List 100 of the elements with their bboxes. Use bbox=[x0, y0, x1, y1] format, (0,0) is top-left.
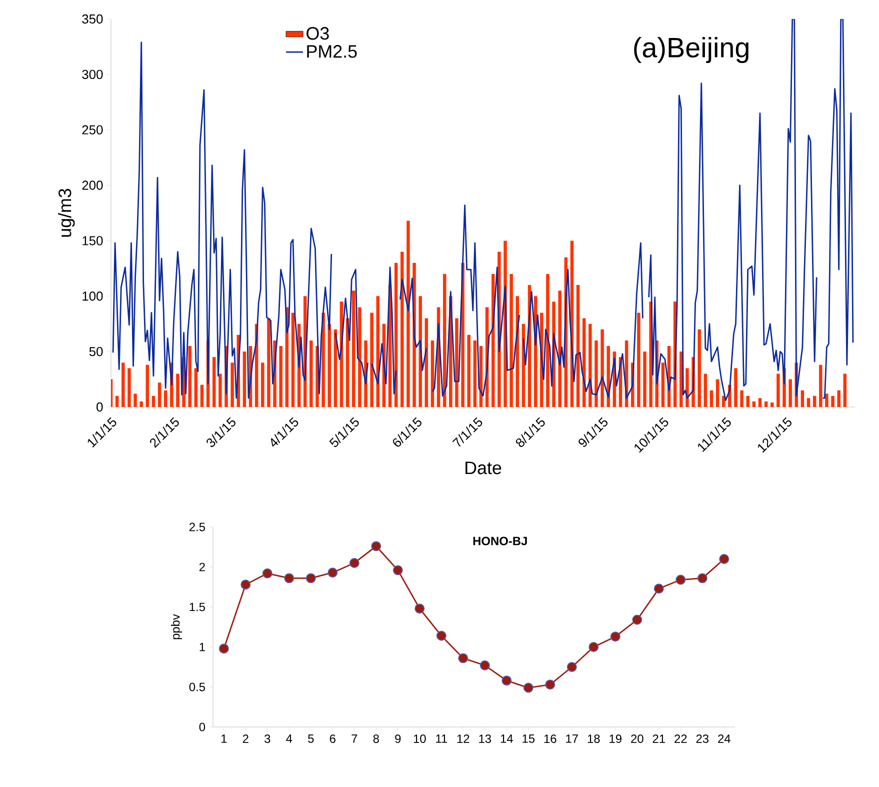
bar bbox=[770, 402, 774, 407]
x-tick-label: 4 bbox=[286, 734, 292, 743]
bar bbox=[111, 379, 113, 407]
bar bbox=[115, 396, 119, 407]
bar bbox=[176, 374, 180, 407]
y-tick-label: 150 bbox=[82, 236, 103, 246]
bar bbox=[164, 390, 168, 407]
y-tick-label: 2.5 bbox=[189, 522, 205, 532]
bar bbox=[279, 346, 282, 407]
point bbox=[458, 653, 468, 664]
point bbox=[392, 565, 403, 576]
y-tick-label: 300 bbox=[82, 70, 103, 79]
bar bbox=[310, 340, 313, 407]
bar bbox=[758, 398, 762, 407]
bar bbox=[806, 398, 810, 407]
text: (a)Beijing bbox=[634, 37, 748, 64]
bar bbox=[546, 274, 550, 407]
legend-label: O3 bbox=[306, 27, 329, 40]
bar bbox=[819, 364, 822, 407]
bar bbox=[400, 252, 404, 407]
bar bbox=[291, 312, 295, 407]
bar bbox=[831, 396, 834, 407]
point bbox=[414, 604, 425, 614]
bar bbox=[510, 274, 513, 407]
bar bbox=[146, 364, 150, 407]
bar bbox=[600, 329, 604, 407]
y-tick-label: 250 bbox=[82, 125, 103, 134]
bar bbox=[776, 374, 780, 407]
bar bbox=[637, 312, 640, 407]
point bbox=[588, 642, 599, 652]
y-tick-label: 0 bbox=[199, 722, 206, 732]
x-tick-label: 13 bbox=[479, 734, 492, 743]
bar bbox=[261, 362, 264, 407]
bar bbox=[764, 401, 768, 407]
x-tick-label: 1 bbox=[221, 734, 227, 743]
bar bbox=[442, 274, 446, 407]
point bbox=[284, 573, 294, 584]
bar bbox=[194, 368, 198, 407]
bar bbox=[158, 382, 162, 407]
bar bbox=[734, 368, 738, 407]
point bbox=[545, 680, 556, 690]
y-tick-label: 0.5 bbox=[189, 682, 205, 692]
y-tick-label: 2 bbox=[199, 562, 205, 572]
bar bbox=[800, 390, 804, 407]
point bbox=[328, 568, 338, 578]
y-tick-label: 50 bbox=[89, 346, 103, 356]
bar bbox=[134, 394, 137, 407]
bar bbox=[322, 312, 325, 407]
point bbox=[610, 632, 620, 642]
x-tick-label: 17 bbox=[566, 734, 578, 743]
bar bbox=[788, 379, 792, 407]
bar bbox=[837, 390, 840, 407]
bar bbox=[716, 379, 720, 407]
point bbox=[306, 573, 316, 584]
x-tick-label: 16 bbox=[544, 734, 556, 743]
bar bbox=[467, 334, 470, 407]
point bbox=[676, 574, 686, 585]
bar bbox=[122, 362, 125, 407]
bar bbox=[430, 340, 434, 407]
bar bbox=[752, 401, 756, 407]
y-axis-title: ppbv bbox=[170, 614, 182, 640]
bar bbox=[267, 318, 270, 407]
bar bbox=[358, 307, 362, 407]
point bbox=[697, 573, 708, 584]
x-tick-label: 7 bbox=[352, 734, 358, 743]
bar bbox=[242, 352, 246, 407]
bar bbox=[473, 340, 477, 407]
x-tick-label: 12 bbox=[457, 734, 470, 743]
legend-label: PM2.5 bbox=[307, 45, 357, 58]
point bbox=[566, 662, 577, 672]
point bbox=[371, 541, 382, 552]
x-tick-label: 18 bbox=[588, 734, 600, 743]
x-tick-label: 5 bbox=[308, 734, 314, 743]
bar bbox=[710, 390, 714, 407]
x-tick-label: 2 bbox=[242, 734, 248, 743]
point bbox=[654, 584, 664, 594]
y-tick-label: 1 bbox=[200, 642, 205, 652]
bar bbox=[594, 340, 598, 407]
bar bbox=[740, 390, 744, 407]
y-tick-label: 200 bbox=[82, 180, 103, 190]
x-axis-title: Date bbox=[466, 462, 502, 474]
bar bbox=[661, 362, 665, 407]
point bbox=[262, 568, 272, 578]
bar bbox=[812, 396, 816, 407]
bar bbox=[843, 374, 847, 407]
y-tick-label: 1.5 bbox=[190, 602, 205, 612]
x-tick-label: 6 bbox=[330, 734, 336, 743]
bar bbox=[406, 220, 410, 407]
bar bbox=[606, 346, 610, 407]
point bbox=[632, 614, 642, 625]
point bbox=[719, 554, 730, 564]
bar bbox=[212, 357, 216, 407]
bar bbox=[352, 290, 356, 407]
bar bbox=[152, 396, 156, 407]
x-tick-label: 9 bbox=[395, 734, 401, 743]
point bbox=[523, 682, 534, 693]
y-axis-title: ug/m3 bbox=[58, 188, 75, 237]
bar bbox=[704, 374, 708, 407]
bar bbox=[230, 362, 234, 407]
y-tick-label: 350 bbox=[82, 14, 103, 24]
